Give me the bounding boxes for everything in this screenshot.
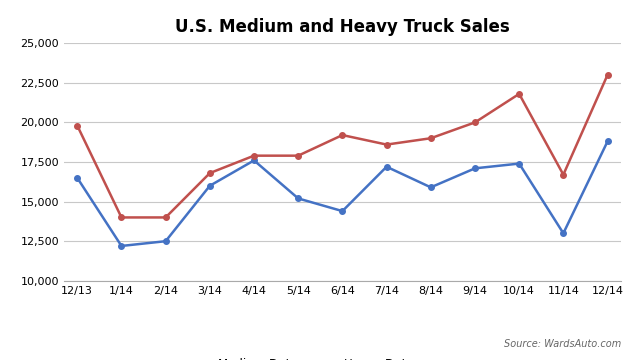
Heavy Duty [118, 215, 125, 220]
Medium Duty [162, 239, 170, 243]
Medium Duty [383, 165, 390, 169]
Legend: Medium Duty, Heavy Duty: Medium Duty, Heavy Duty [177, 353, 419, 360]
Medium Duty [515, 161, 523, 166]
Heavy Duty [604, 73, 611, 77]
Heavy Duty [162, 215, 170, 220]
Medium Duty [74, 176, 81, 180]
Medium Duty [604, 139, 611, 144]
Medium Duty [427, 185, 435, 189]
Heavy Duty [206, 171, 214, 175]
Heavy Duty [250, 153, 258, 158]
Medium Duty [294, 196, 302, 201]
Medium Duty [206, 184, 214, 188]
Heavy Duty [339, 133, 346, 137]
Medium Duty [559, 231, 567, 235]
Medium Duty [250, 158, 258, 163]
Heavy Duty [559, 172, 567, 177]
Heavy Duty [427, 136, 435, 140]
Title: U.S. Medium and Heavy Truck Sales: U.S. Medium and Heavy Truck Sales [175, 18, 510, 36]
Heavy Duty [74, 123, 81, 128]
Heavy Duty [294, 153, 302, 158]
Medium Duty [471, 166, 479, 171]
Medium Duty [118, 244, 125, 248]
Line: Medium Duty: Medium Duty [74, 139, 611, 249]
Heavy Duty [383, 143, 390, 147]
Text: Source: WardsAuto.com: Source: WardsAuto.com [504, 339, 621, 349]
Heavy Duty [471, 120, 479, 125]
Line: Heavy Duty: Heavy Duty [74, 72, 611, 220]
Medium Duty [339, 209, 346, 213]
Heavy Duty [515, 92, 523, 96]
